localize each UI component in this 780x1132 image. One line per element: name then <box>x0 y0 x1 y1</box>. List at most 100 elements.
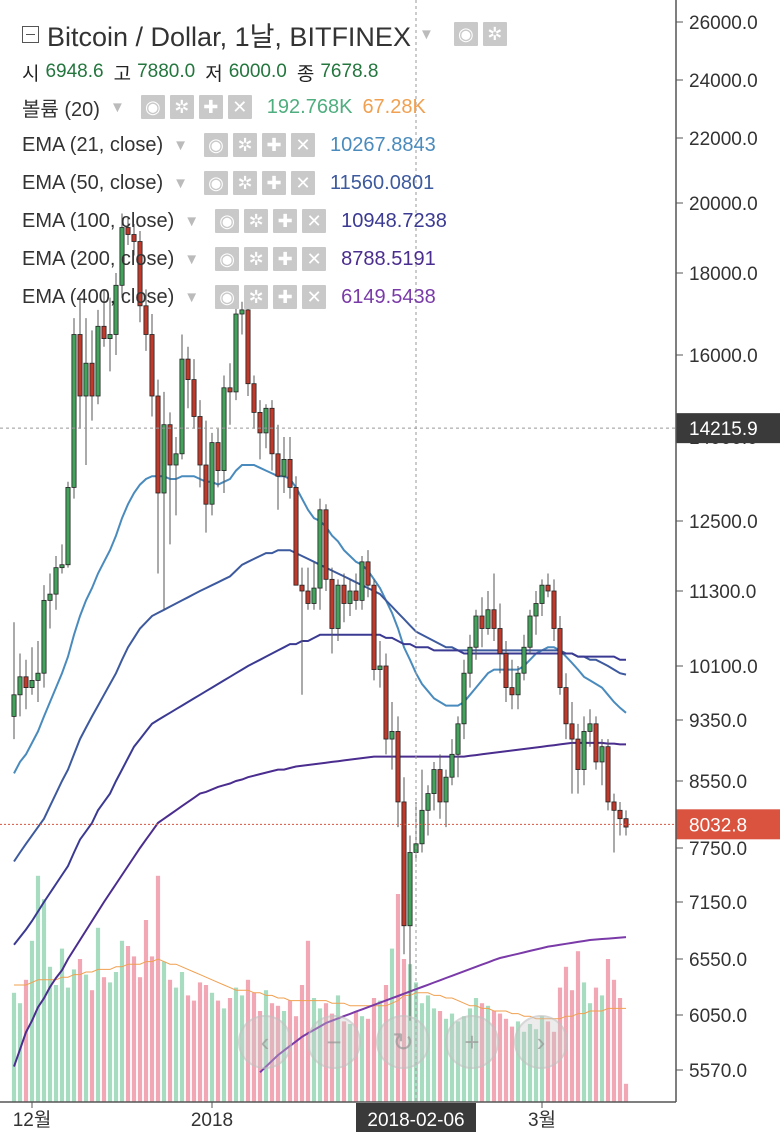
candle-body <box>287 458 293 488</box>
gear-icon[interactable]: ✲ <box>169 95 194 119</box>
high-label: 고 <box>113 63 132 85</box>
candle-body <box>341 584 347 604</box>
candle-body <box>569 723 575 740</box>
candle-body <box>41 599 47 674</box>
plus-icon[interactable]: ✚ <box>262 171 287 195</box>
eye-icon[interactable]: ◉ <box>215 285 240 309</box>
volume-bar <box>551 1031 557 1102</box>
volume-bar <box>149 956 155 1102</box>
price-tick-label: 7750.0 <box>689 839 747 860</box>
candle-body <box>17 676 23 696</box>
candle-body <box>65 486 71 566</box>
candles <box>11 213 629 1021</box>
symbol-title: Bitcoin / Dollar, 1날, BITFINEX <box>47 21 411 52</box>
candle-body <box>83 362 89 397</box>
plus-icon[interactable]: ✚ <box>273 209 298 233</box>
chevron-down-icon[interactable]: ▼ <box>184 212 200 230</box>
volume-bar <box>23 979 29 1102</box>
close-value: 7678.8 <box>320 61 379 82</box>
time-axis: 12월 2018 2018-02-06 3월 <box>13 1102 556 1132</box>
indicator-name: EMA (400, close) <box>22 285 175 308</box>
eye-icon[interactable]: ◉ <box>204 171 229 195</box>
chevron-left-icon[interactable]: ‹ <box>238 1015 292 1069</box>
chevron-down-icon[interactable]: ▼ <box>173 174 189 192</box>
candle-body <box>407 852 413 927</box>
indicator-value: 10948.7238 <box>341 209 447 232</box>
price-tick-label: 18000.0 <box>689 264 758 285</box>
gear-icon[interactable]: ✲ <box>233 171 258 195</box>
candle-body <box>215 442 221 472</box>
gear-icon[interactable]: ✲ <box>233 133 258 157</box>
price-tick-label: 11300.0 <box>689 582 756 603</box>
candle-body <box>455 723 461 755</box>
indicator-ema-200[interactable]: EMA (200, close) ▼ ◉ ✲ ✚ ✕ 8788.5191 <box>22 240 512 278</box>
plus-icon[interactable]: ✚ <box>198 95 223 119</box>
candle-body <box>323 509 329 580</box>
close-icon[interactable]: ✕ <box>302 247 327 271</box>
price-tick-label: 9350.0 <box>689 711 747 732</box>
close-icon[interactable]: ✕ <box>291 171 316 195</box>
price-tick-label: 24000.0 <box>689 71 758 92</box>
eye-icon[interactable]: ◉ <box>453 22 478 46</box>
price-tick-label: 16000.0 <box>689 346 758 367</box>
indicator-ema-50[interactable]: EMA (50, close) ▼ ◉ ✲ ✚ ✕ 11560.0801 <box>22 164 512 202</box>
candle-body <box>275 453 281 477</box>
volume-bar <box>623 1083 629 1102</box>
candle-body <box>47 593 53 601</box>
gear-icon[interactable]: ✲ <box>244 285 269 309</box>
reset-icon[interactable]: ↻ <box>376 1015 430 1069</box>
chevron-down-icon[interactable]: ▼ <box>418 25 434 43</box>
chevron-down-icon[interactable]: ▼ <box>184 288 200 306</box>
indicator-volume[interactable]: 볼륨 (20) ▼ ◉ ✲ ✚ ✕ 192.768K 67.28K <box>22 88 512 126</box>
candle-body <box>263 407 269 434</box>
chevron-right-icon[interactable]: › <box>514 1015 568 1069</box>
chevron-down-icon[interactable]: ▼ <box>109 98 125 116</box>
gear-icon[interactable]: ✲ <box>482 22 507 46</box>
candle-body <box>551 590 557 629</box>
plus-icon[interactable]: + <box>445 1015 499 1069</box>
indicator-ema-100[interactable]: EMA (100, close) ▼ ◉ ✲ ✚ ✕ 10948.7238 <box>22 202 512 240</box>
candle-body <box>527 615 533 648</box>
indicator-value: 8788.5191 <box>341 247 436 270</box>
indicator-ema-400[interactable]: EMA (400, close) ▼ ◉ ✲ ✚ ✕ 6149.5438 <box>22 278 512 316</box>
indicator-ema-21[interactable]: EMA (21, close) ▼ ◉ ✲ ✚ ✕ 10267.8843 <box>22 126 512 164</box>
candle-body <box>311 587 317 604</box>
eye-icon[interactable]: ◉ <box>204 133 229 157</box>
candle-body <box>383 665 389 740</box>
eye-icon[interactable]: ◉ <box>140 95 165 119</box>
eye-icon[interactable]: ◉ <box>215 247 240 271</box>
volume-bar <box>209 992 215 1102</box>
candle-body <box>173 453 179 466</box>
plus-icon[interactable]: ✚ <box>273 247 298 271</box>
close-icon[interactable]: ✕ <box>291 133 316 157</box>
plus-icon[interactable]: ✚ <box>273 285 298 309</box>
volume-bar <box>587 1003 593 1102</box>
candle-body <box>491 609 497 629</box>
volume-bar <box>137 977 143 1102</box>
candle-body <box>599 746 605 763</box>
ema-line-200 <box>13 741 626 1067</box>
close-icon[interactable]: ✕ <box>302 285 327 309</box>
volume-bar <box>395 894 401 1102</box>
gear-icon[interactable]: ✲ <box>244 247 269 271</box>
candle-body <box>161 424 167 494</box>
candle-body <box>95 325 101 397</box>
candle-body <box>533 603 539 617</box>
candle-body <box>443 776 449 803</box>
candle-body <box>179 358 185 455</box>
collapse-icon[interactable] <box>22 25 39 43</box>
minus-icon[interactable]: − <box>307 1015 361 1069</box>
close-icon[interactable]: ✕ <box>302 209 327 233</box>
candle-body <box>299 584 305 592</box>
close-icon[interactable]: ✕ <box>227 95 252 119</box>
plus-icon[interactable]: ✚ <box>262 133 287 157</box>
open-label: 시 <box>22 63 40 85</box>
volume-bar <box>173 987 179 1102</box>
open-value: 6948.6 <box>45 61 104 82</box>
gear-icon[interactable]: ✲ <box>244 209 269 233</box>
volume-bar <box>215 1000 221 1102</box>
chevron-down-icon[interactable]: ▼ <box>173 136 189 154</box>
eye-icon[interactable]: ◉ <box>215 209 240 233</box>
candle-body <box>437 769 443 803</box>
chevron-down-icon[interactable]: ▼ <box>184 250 200 268</box>
